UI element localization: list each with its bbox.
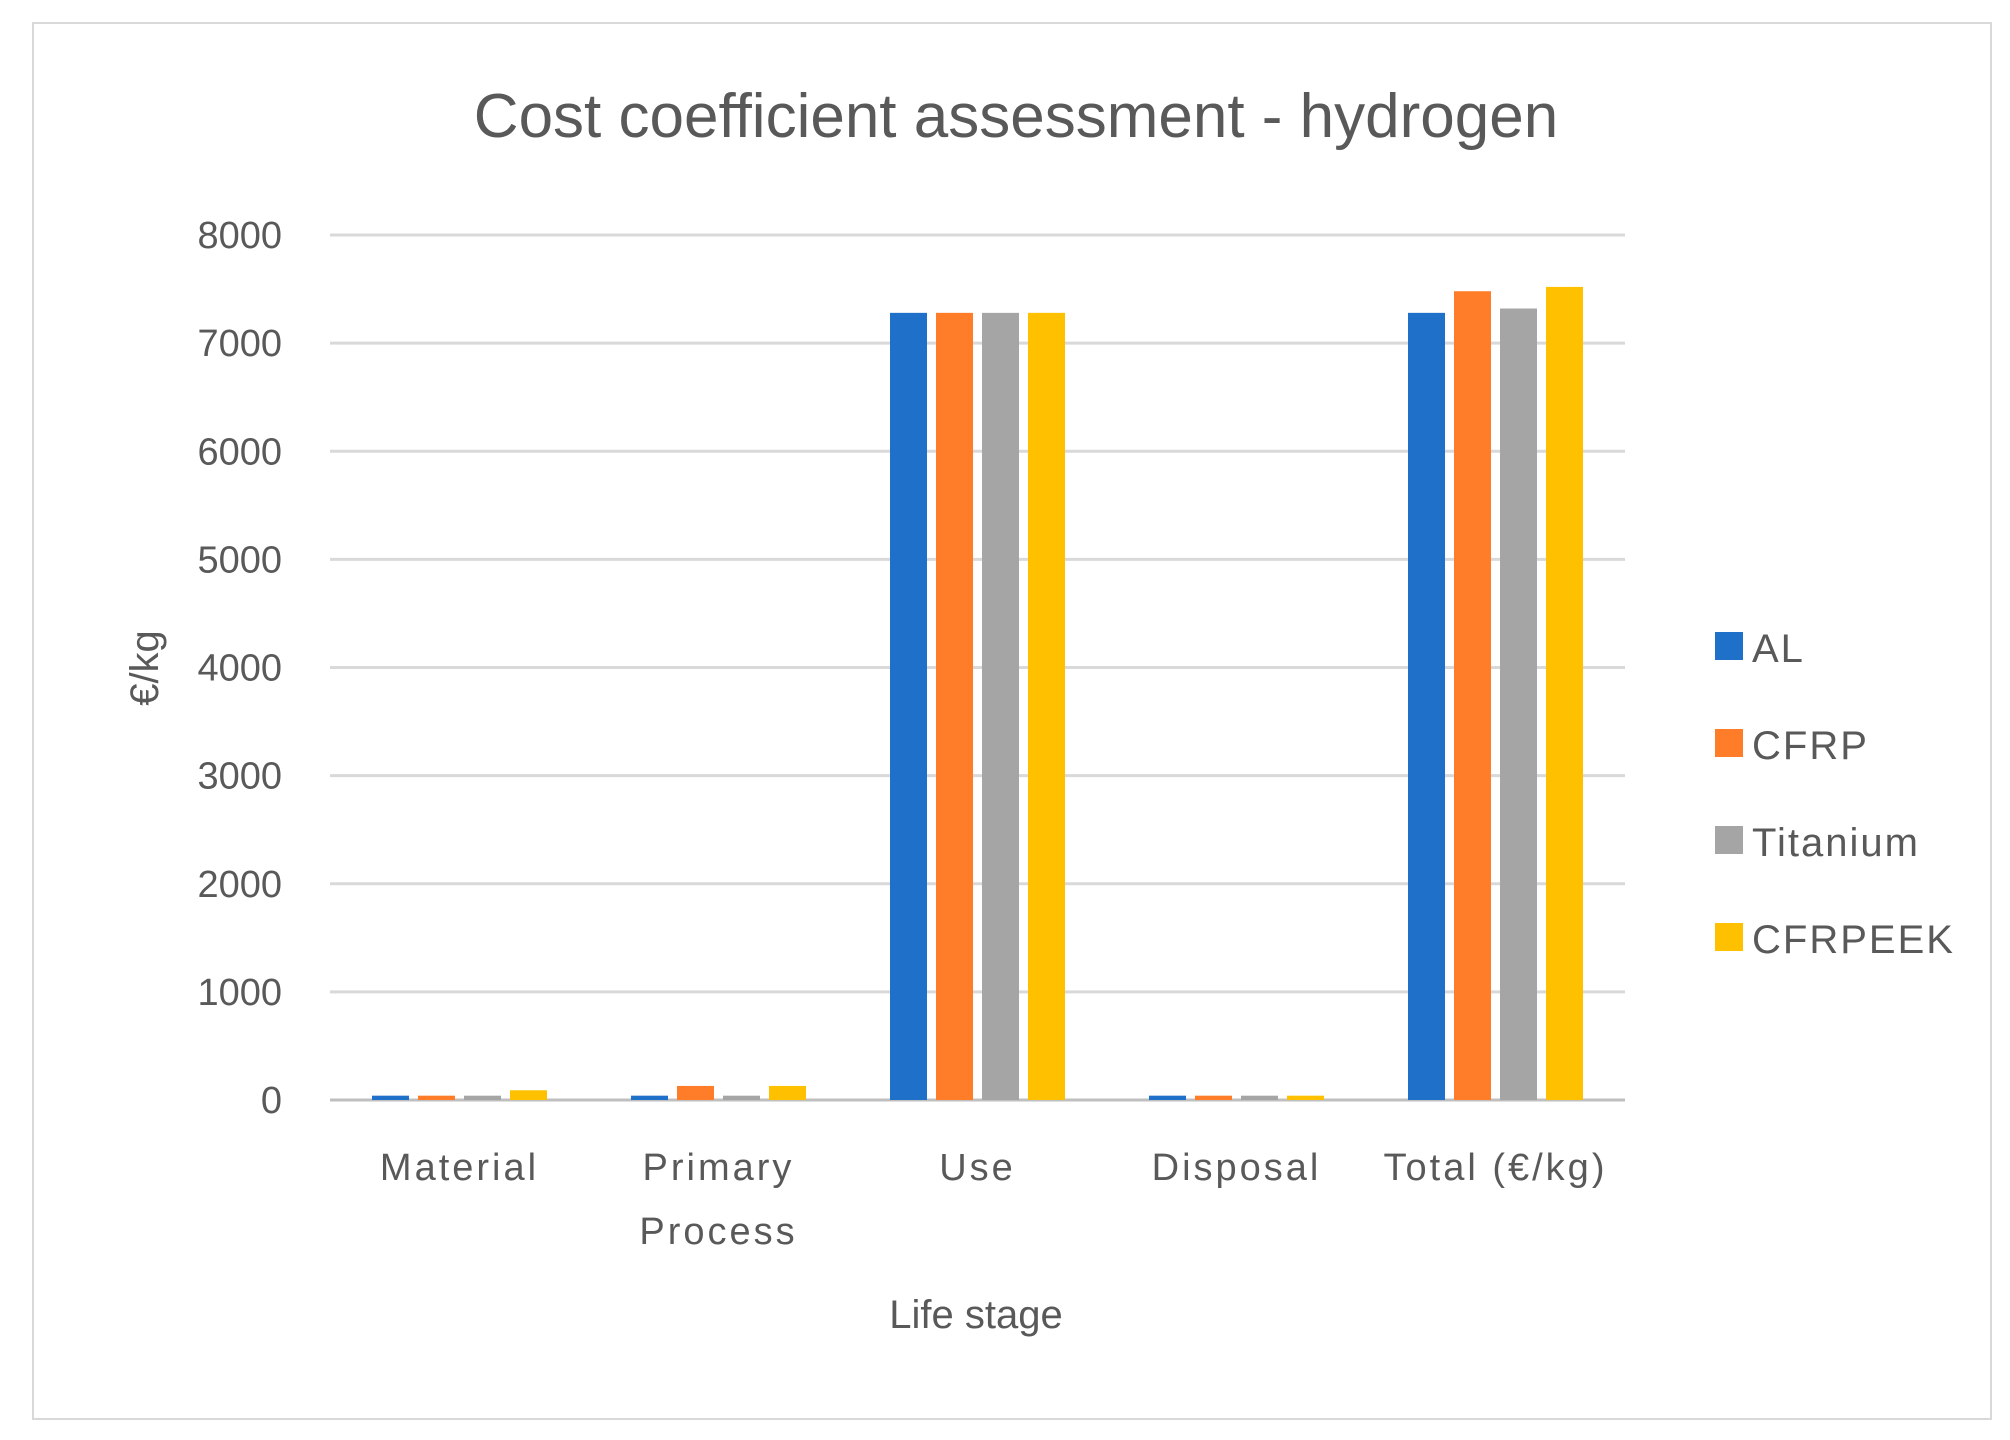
bar-cfrpeek-3: [1287, 1095, 1324, 1100]
legend: AL CFRP Titanium CFRPEEK: [1715, 627, 1955, 962]
bar-al-4: [1408, 312, 1445, 1101]
x-axis-ticks: Material Primary Process Use Disposal Total (…: [380, 1147, 1608, 1253]
y-tick-label: 7000: [197, 323, 282, 365]
x-tick-label: Total (€/kg): [1384, 1147, 1608, 1189]
bar-al-1: [631, 1095, 668, 1100]
legend-label-titanium: Titanium: [1752, 821, 1920, 865]
bar-cfrp-2: [936, 312, 973, 1101]
bar-cfrp-3: [1195, 1095, 1232, 1100]
y-tick-label: 1000: [197, 972, 282, 1014]
bar-titanium-4: [1500, 308, 1537, 1100]
x-tick-label: Use: [939, 1147, 1016, 1189]
y-tick-label: 4000: [197, 648, 282, 690]
x-tick-label: Primary: [643, 1147, 795, 1189]
bar-cfrp-0: [418, 1095, 455, 1100]
y-axis-title: €/kg: [123, 630, 167, 706]
bar-al-2: [890, 312, 927, 1101]
y-axis-ticks: 0 1000 2000 3000 4000 5000 6000 7000 8000: [197, 215, 282, 1122]
legend-label-al: AL: [1752, 627, 1805, 671]
legend-swatch-titanium: [1715, 826, 1743, 854]
bar-titanium-2: [982, 312, 1019, 1101]
bar-al-0: [372, 1095, 409, 1100]
y-tick-label: 2000: [197, 864, 282, 906]
x-tick-label: Process: [639, 1211, 797, 1253]
bar-cfrpeek-1: [769, 1085, 806, 1100]
bar-al-3: [1149, 1095, 1186, 1100]
legend-label-cfrp: CFRP: [1752, 724, 1869, 768]
y-tick-label: 5000: [197, 539, 282, 581]
x-tick-label: Disposal: [1152, 1147, 1322, 1189]
y-tick-label: 3000: [197, 756, 282, 798]
bar-cfrpeek-2: [1028, 312, 1065, 1101]
bar-cfrpeek-4: [1546, 286, 1583, 1100]
y-tick-label: 0: [261, 1080, 282, 1122]
bar-cfrp-1: [677, 1085, 714, 1100]
legend-label-cfrpeek: CFRPEEK: [1752, 918, 1955, 962]
legend-swatch-cfrpeek: [1715, 923, 1743, 951]
y-tick-label: 8000: [197, 215, 282, 257]
bar-titanium-1: [723, 1095, 760, 1100]
legend-swatch-al: [1715, 632, 1743, 660]
bars: [372, 286, 1583, 1101]
chart-title: Cost coefficient assessment - hydrogen: [474, 82, 1558, 151]
x-axis-title: Life stage: [889, 1293, 1062, 1337]
y-tick-label: 6000: [197, 431, 282, 473]
bar-titanium-0: [464, 1095, 501, 1100]
bar-titanium-3: [1241, 1095, 1278, 1100]
bar-cfrpeek-0: [510, 1090, 547, 1100]
x-tick-label: Material: [380, 1147, 539, 1189]
legend-swatch-cfrp: [1715, 729, 1743, 757]
bar-cfrp-4: [1454, 291, 1491, 1101]
